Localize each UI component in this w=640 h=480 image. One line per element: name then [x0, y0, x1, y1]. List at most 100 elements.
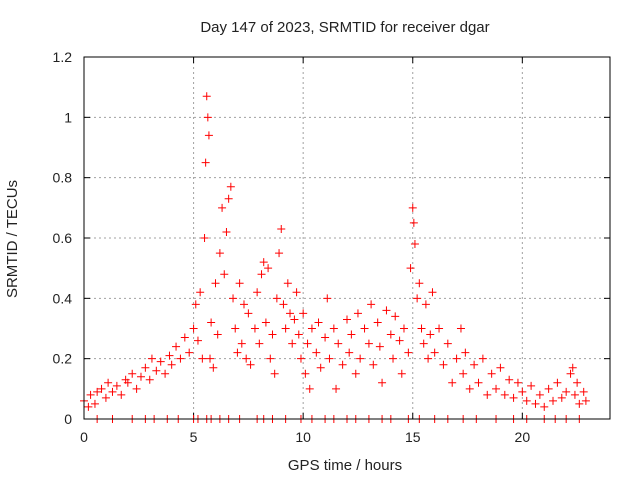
data-point	[456, 324, 465, 333]
data-point	[360, 324, 369, 333]
data-point	[443, 339, 452, 348]
data-point	[301, 369, 310, 378]
plot-frame	[83, 56, 611, 420]
data-point	[478, 354, 487, 363]
data-point	[246, 360, 255, 369]
data-point	[250, 324, 259, 333]
data-point	[283, 279, 292, 288]
data-point	[347, 330, 356, 339]
x-tick-label: 15	[405, 429, 421, 445]
data-point	[201, 158, 210, 167]
data-point	[428, 288, 437, 297]
data-point	[483, 390, 492, 399]
data-point	[161, 369, 170, 378]
data-point	[364, 339, 373, 348]
data-point	[275, 249, 284, 258]
data-point	[213, 330, 222, 339]
data-point	[522, 396, 531, 405]
data-point	[421, 300, 430, 309]
data-point	[101, 393, 110, 402]
data-point	[286, 309, 295, 318]
data-point	[294, 330, 303, 339]
data-point	[235, 279, 244, 288]
y-tick-label: 1.2	[53, 49, 73, 65]
data-point	[410, 240, 419, 249]
data-point	[448, 378, 457, 387]
data-point	[255, 339, 264, 348]
data-point	[535, 390, 544, 399]
data-point	[557, 393, 566, 402]
data-point	[299, 309, 308, 318]
data-point	[367, 300, 376, 309]
data-point	[198, 354, 207, 363]
data-point	[200, 234, 209, 242]
data-point	[382, 306, 391, 315]
data-point	[404, 348, 413, 357]
data-point	[165, 351, 174, 360]
data-point	[419, 339, 428, 348]
data-point	[172, 342, 181, 351]
y-tick-labels: 0 0.2 0.4 0.6 0.8 1 1.2	[53, 49, 73, 427]
data-point	[356, 354, 365, 363]
data-point	[180, 333, 189, 342]
data-point	[193, 336, 202, 345]
data-point	[209, 363, 218, 372]
data-point	[439, 360, 448, 369]
axis-ticks	[83, 56, 610, 420]
data-point	[544, 384, 553, 393]
data-point	[189, 324, 198, 333]
data-point	[531, 399, 540, 408]
data-point	[239, 300, 248, 309]
y-tick-label: 0.6	[53, 230, 73, 246]
data-point	[296, 354, 305, 363]
y-tick-label: 0	[64, 411, 72, 427]
data-point	[86, 390, 95, 399]
data-point	[399, 324, 408, 333]
data-point	[581, 396, 590, 405]
data-points	[80, 92, 590, 423]
x-tick-label: 0	[80, 429, 88, 445]
data-point	[147, 354, 156, 363]
data-point	[314, 318, 323, 327]
data-point	[435, 324, 444, 333]
data-point	[268, 330, 277, 339]
data-point	[231, 324, 240, 333]
data-point	[224, 194, 233, 203]
chart-title: Day 147 of 2023, SRMTID for receiver dga…	[200, 19, 489, 36]
data-point	[97, 384, 106, 393]
data-point	[316, 363, 325, 372]
data-point	[378, 378, 387, 387]
data-point	[343, 315, 351, 324]
data-point	[303, 339, 312, 348]
data-point	[373, 318, 382, 327]
data-point	[244, 309, 253, 318]
data-point	[191, 300, 200, 309]
data-point	[487, 369, 496, 378]
data-point	[325, 354, 334, 363]
data-point	[204, 131, 213, 140]
data-point	[492, 384, 501, 393]
data-point	[117, 390, 126, 399]
data-point	[426, 330, 435, 339]
data-point	[215, 249, 224, 258]
data-point	[152, 366, 161, 375]
data-point	[176, 354, 185, 363]
data-point	[123, 378, 132, 387]
y-tick-label: 0.2	[53, 351, 73, 367]
data-point	[132, 384, 141, 393]
data-point	[375, 342, 384, 351]
data-point	[408, 203, 417, 212]
data-point	[202, 92, 211, 101]
data-point	[211, 279, 220, 288]
data-point	[288, 339, 297, 348]
data-point	[233, 348, 242, 357]
data-point	[509, 393, 518, 402]
x-tick-label: 10	[295, 429, 311, 445]
data-point	[206, 354, 215, 363]
data-point	[266, 354, 275, 363]
data-point	[500, 390, 509, 399]
data-point	[104, 378, 113, 387]
data-point	[570, 390, 579, 399]
data-point	[242, 354, 251, 363]
data-point	[329, 324, 338, 333]
